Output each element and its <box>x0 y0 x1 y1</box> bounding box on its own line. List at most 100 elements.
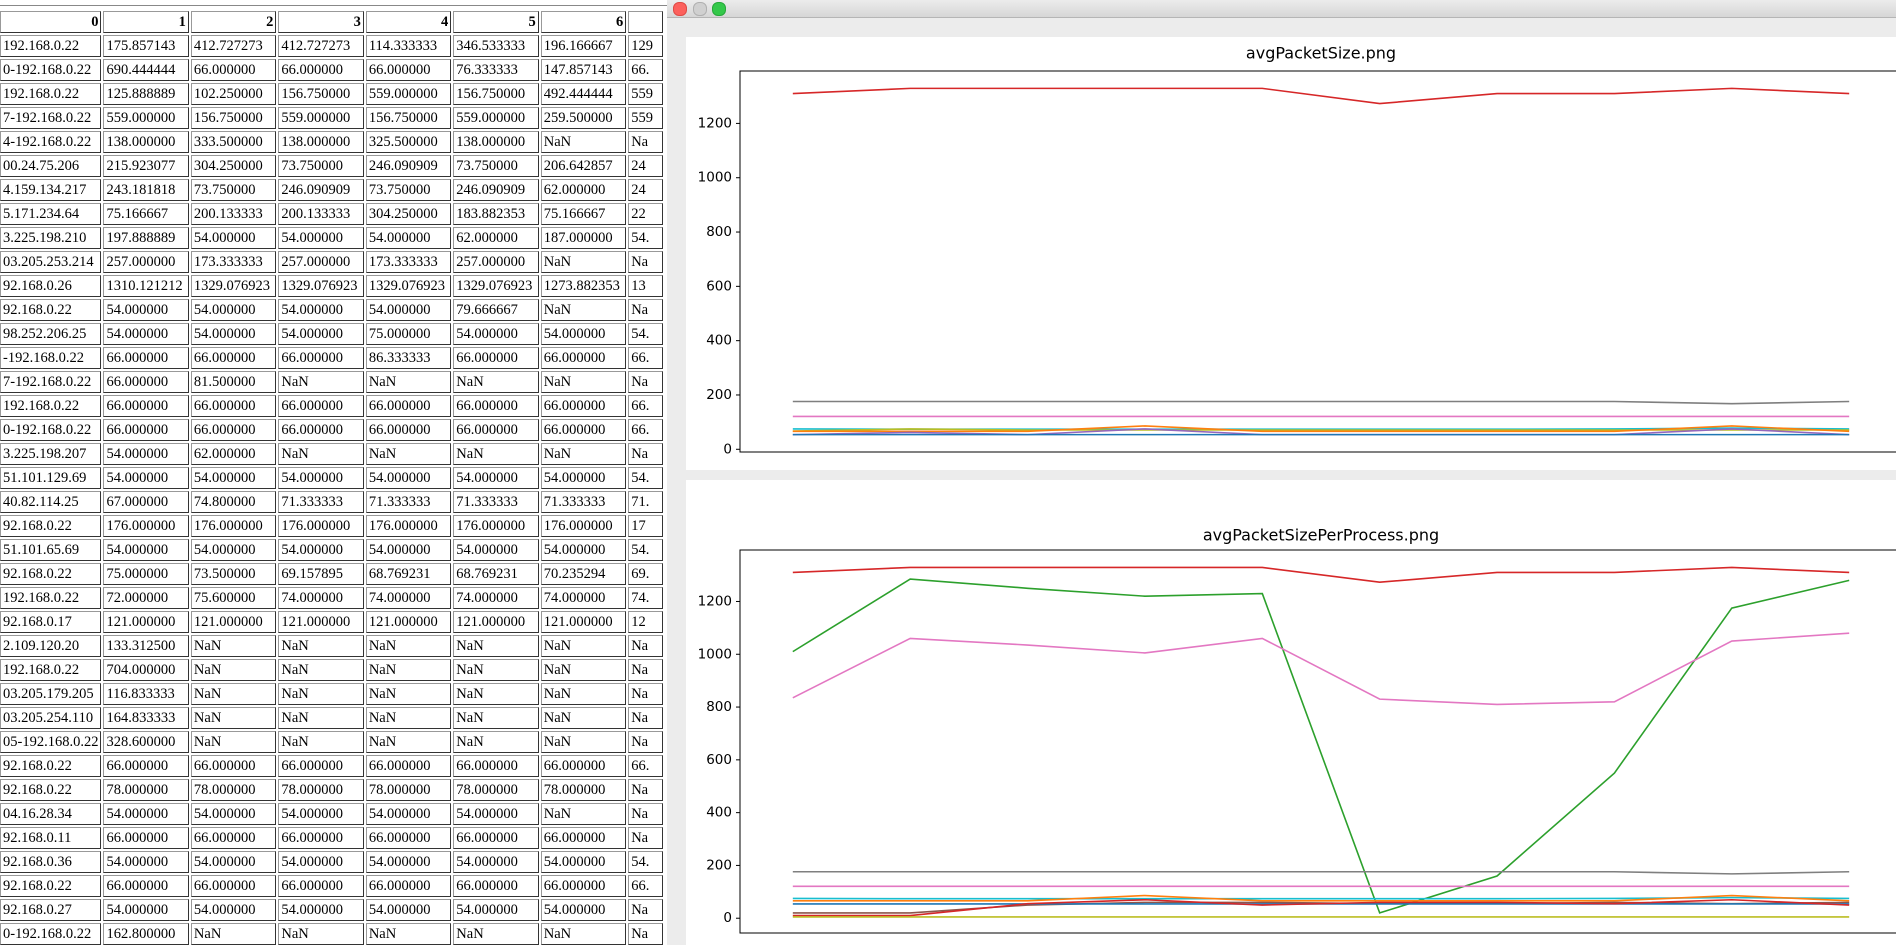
table-cell: 66. <box>628 875 663 897</box>
y-tick-label: 1200 <box>698 115 732 131</box>
table-cell: 12 <box>628 611 663 633</box>
table-cell: 66.000000 <box>453 395 539 417</box>
table-cell: Na <box>628 731 663 753</box>
y-tick-label: 1000 <box>698 646 732 662</box>
table-cell: 176.000000 <box>190 515 277 537</box>
table-row: 04.16.28.34 54.000000 54.000000 54.000000 54… <box>0 803 663 825</box>
table-cell: 68.769231 <box>453 563 539 585</box>
table-cell: 333.500000 <box>190 131 277 153</box>
table-cell: 54.000000 <box>190 899 277 921</box>
table-cell: 492.444444 <box>540 83 627 105</box>
table-cell: 138.000000 <box>278 131 364 153</box>
table-cell: 4.159.134.217 <box>0 179 102 201</box>
table-cell: 1329.076923 <box>365 275 452 297</box>
table-cell: 66.000000 <box>365 59 452 81</box>
table-cell: 54.000000 <box>278 227 364 249</box>
table-cell: 215.923077 <box>103 155 189 177</box>
zoom-button[interactable] <box>712 2 726 16</box>
table-cell: 192.168.0.22 <box>0 35 102 57</box>
table-cell: NaN <box>365 707 452 729</box>
table-cell: 66.000000 <box>365 395 452 417</box>
table-cell: 71.333333 <box>365 491 452 513</box>
table-cell: NaN <box>190 707 277 729</box>
table-cell: 92.168.0.26 <box>0 275 102 297</box>
table-cell: NaN <box>540 131 627 153</box>
table-cell: Na <box>628 683 663 705</box>
table-cell: 7-192.168.0.22 <box>0 107 102 129</box>
table-cell: 54.000000 <box>278 467 364 489</box>
image-window: avgPacketSize.png 0 200 400 600 800 1000 1200 a… <box>667 0 1896 945</box>
table-row: 92.168.0.26 1310.121212 1329.076923 1329.07… <box>0 275 663 297</box>
table-cell: 66.000000 <box>278 395 364 417</box>
table-cell: 156.750000 <box>365 107 452 129</box>
table-cell: 3.225.198.207 <box>0 443 102 465</box>
title-bar <box>667 0 1896 18</box>
table-row: 0-192.168.0.22 162.800000 NaN NaN NaN NaN NaN N… <box>0 923 663 945</box>
table-row: 5.171.234.64 75.166667 200.133333 200.13333… <box>0 203 663 225</box>
table-cell: 412.727273 <box>190 35 277 57</box>
table-cell: 54.000000 <box>103 323 189 345</box>
table-cell: 54.000000 <box>103 803 189 825</box>
table-row: 0-192.168.0.22 690.444444 66.000000 66.0000… <box>0 59 663 81</box>
chart-panel: avgPacketSizePerProcess.png 0 200 400 600 800… <box>686 480 1896 945</box>
table-cell: 66.000000 <box>190 59 277 81</box>
y-tick-label: 0 <box>723 441 732 457</box>
series-line <box>792 87 1850 105</box>
table-cell: 73.500000 <box>190 563 277 585</box>
series-line <box>792 428 1850 432</box>
table-cell: 66.000000 <box>365 755 452 777</box>
table-cell: 176.000000 <box>453 515 539 537</box>
table-cell: 66.000000 <box>190 875 277 897</box>
table-cell: NaN <box>365 731 452 753</box>
series-line <box>792 400 1850 405</box>
table-cell: 156.750000 <box>278 83 364 105</box>
table-cell: 690.444444 <box>103 59 189 81</box>
table-cell: 69. <box>628 563 663 585</box>
table-cell: NaN <box>453 683 539 705</box>
table-cell: 116.833333 <box>103 683 189 705</box>
table-cell: 66.000000 <box>103 755 189 777</box>
table-cell: 54.000000 <box>453 851 539 873</box>
table-cell: Na <box>628 707 663 729</box>
table-cell: NaN <box>365 659 452 681</box>
table-cell: 66.000000 <box>103 395 189 417</box>
table-row: 0-192.168.0.22 66.000000 66.000000 66.00000… <box>0 419 663 441</box>
table-cell: 92.168.0.22 <box>0 875 102 897</box>
table-row: 51.101.129.69 54.000000 54.000000 54.000000… <box>0 467 663 489</box>
y-tick-label: 800 <box>706 224 732 240</box>
table-cell: 54.000000 <box>278 299 364 321</box>
table-cell: 67.000000 <box>103 491 189 513</box>
table-cell: 66.000000 <box>190 755 277 777</box>
table-cell: Na <box>628 299 663 321</box>
minimize-button[interactable] <box>693 2 707 16</box>
table-cell: 92.168.0.22 <box>0 563 102 585</box>
table-cell: 79.666667 <box>453 299 539 321</box>
table-cell: 66.000000 <box>278 755 364 777</box>
table-cell: 98.252.206.25 <box>0 323 102 345</box>
table-row: 51.101.65.69 54.000000 54.000000 54.000000 5… <box>0 539 663 561</box>
table-cell: 54.000000 <box>190 851 277 873</box>
table-cell: 71.333333 <box>453 491 539 513</box>
table-cell: 0-192.168.0.22 <box>0 59 102 81</box>
table-cell: 559.000000 <box>365 83 452 105</box>
table-row: 192.168.0.22 66.000000 66.000000 66.000000 6… <box>0 395 663 417</box>
table-cell: 66.000000 <box>190 395 277 417</box>
table-cell: 92.168.0.22 <box>0 779 102 801</box>
table-row: 92.168.0.36 54.000000 54.000000 54.000000 54… <box>0 851 663 873</box>
table-cell: 54.000000 <box>453 899 539 921</box>
close-button[interactable] <box>673 2 687 16</box>
table-cell: 66.000000 <box>540 755 627 777</box>
table-row: 92.168.0.22 75.000000 73.500000 69.157895 68… <box>0 563 663 585</box>
table-cell: 54.000000 <box>278 899 364 921</box>
table-cell: 75.000000 <box>103 563 189 585</box>
table-cell: 257.000000 <box>103 251 189 273</box>
table-cell: Na <box>628 899 663 921</box>
table-cell: 66. <box>628 419 663 441</box>
table-cell: 54.000000 <box>103 443 189 465</box>
table-cell: 7-192.168.0.22 <box>0 371 102 393</box>
y-tick-label: 800 <box>706 699 732 715</box>
table-cell: 121.000000 <box>453 611 539 633</box>
table-cell: 74.800000 <box>190 491 277 513</box>
y-tick-label: 400 <box>706 805 732 821</box>
table-cell: NaN <box>365 635 452 657</box>
